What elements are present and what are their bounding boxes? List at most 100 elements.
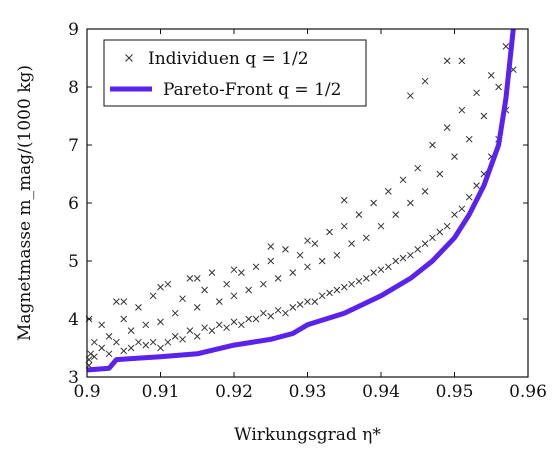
x-tick-label: 0.93 <box>289 382 327 402</box>
scatter-point <box>135 338 142 346</box>
scatter-point <box>120 347 128 355</box>
scatter-point <box>237 321 245 329</box>
y-tick-label: 3 <box>68 368 79 388</box>
scatter-point <box>157 283 164 291</box>
scatter-point <box>326 289 333 297</box>
scatter-point <box>215 298 223 305</box>
scatter-point <box>282 309 289 317</box>
scatter-point <box>149 292 157 300</box>
scatter-point <box>282 246 289 253</box>
scatter-point <box>392 257 400 265</box>
scatter-point <box>127 344 135 352</box>
scatter-point <box>451 211 458 218</box>
scatter-point <box>458 205 466 213</box>
scatter-point <box>230 266 238 274</box>
scatter-point <box>179 335 186 343</box>
scatter-point <box>164 338 172 346</box>
scatter-point <box>304 298 311 305</box>
legend-x-marker <box>125 54 133 62</box>
scatter-point <box>267 312 275 320</box>
scatter-point <box>98 321 106 329</box>
scatter-point <box>487 72 495 79</box>
x-tick-label: 0.94 <box>362 382 400 402</box>
scatter-point <box>90 338 98 346</box>
scatter-point <box>311 298 319 305</box>
scatter-point <box>296 251 304 259</box>
scatter-point <box>113 298 120 305</box>
scatter-point <box>495 83 502 91</box>
scatter-point <box>127 327 135 334</box>
y-tick-label: 4 <box>68 310 79 330</box>
scatter-point <box>429 234 436 242</box>
scatter-point <box>193 333 201 340</box>
scatter-point <box>215 321 223 329</box>
scatter-point <box>149 338 157 346</box>
scatter-point <box>230 318 238 326</box>
scatter-point <box>260 280 267 288</box>
scatter-point <box>304 237 311 245</box>
scatter-point <box>355 211 363 218</box>
legend-box <box>103 39 367 107</box>
y-tick-label: 7 <box>68 136 79 156</box>
scatter-point <box>157 318 164 326</box>
scatter-point <box>252 315 260 323</box>
scatter-point <box>208 327 216 334</box>
scatter-point <box>326 228 333 236</box>
scatter-point <box>421 77 429 85</box>
scatter-point <box>399 254 407 262</box>
scatter-point <box>289 304 297 311</box>
scatter-point <box>179 295 186 303</box>
scatter-point <box>245 286 253 294</box>
scatter-point <box>318 257 326 265</box>
scatter-point <box>223 280 231 288</box>
scatter-point <box>105 333 113 340</box>
legend-marker-individuals <box>125 54 133 62</box>
scatter-point <box>186 327 194 334</box>
scatter-point <box>98 344 106 352</box>
scatter-point <box>304 263 311 271</box>
scatter-point <box>340 222 348 230</box>
scatter-point <box>362 234 370 242</box>
pareto-front-layer <box>86 28 516 373</box>
scatter-point <box>260 309 267 317</box>
scatter-point <box>377 266 385 274</box>
scatter-point <box>318 292 326 300</box>
scatter-point <box>274 306 282 314</box>
scatter-point <box>384 263 392 271</box>
scatter-point <box>355 277 363 285</box>
scatter-point <box>237 269 245 276</box>
legend: Individuen q = 1/2 Pareto-Front q = 1/2 <box>103 39 367 107</box>
scatter-point <box>113 338 120 346</box>
scatter-point <box>458 57 466 65</box>
scatter-point <box>267 257 275 265</box>
scatter-point <box>473 182 480 189</box>
scatter-point <box>370 199 378 207</box>
scatter-point <box>164 280 172 288</box>
scatter-point <box>348 240 355 247</box>
scatter-point <box>502 43 510 50</box>
y-tick-label: 5 <box>68 252 79 272</box>
scatter-point <box>465 193 473 201</box>
scatter-point <box>171 333 179 340</box>
scatter-point <box>362 275 370 282</box>
scatter-point <box>429 141 436 149</box>
scatter-point <box>465 135 473 143</box>
scatter-point <box>384 188 392 195</box>
scatter-point <box>252 263 260 271</box>
scatter-point <box>120 298 128 305</box>
scatter-point <box>201 286 208 294</box>
legend-label-pareto: Pareto-Front q = 1/2 <box>163 80 341 100</box>
scatter-point <box>340 196 348 204</box>
scatter-point <box>340 283 348 291</box>
scatter-point <box>208 269 216 276</box>
y-tick-label: 8 <box>68 78 79 98</box>
scatter-point <box>443 124 451 131</box>
scatter-point <box>392 211 400 218</box>
x-tick-label: 0.92 <box>215 382 253 402</box>
scatter-point <box>267 243 275 250</box>
scatter-point <box>289 269 297 276</box>
scatter-point <box>407 92 414 100</box>
x-tick-label: 0.9 <box>73 382 100 402</box>
scatter-point <box>201 324 208 332</box>
scatter-point <box>157 344 164 352</box>
